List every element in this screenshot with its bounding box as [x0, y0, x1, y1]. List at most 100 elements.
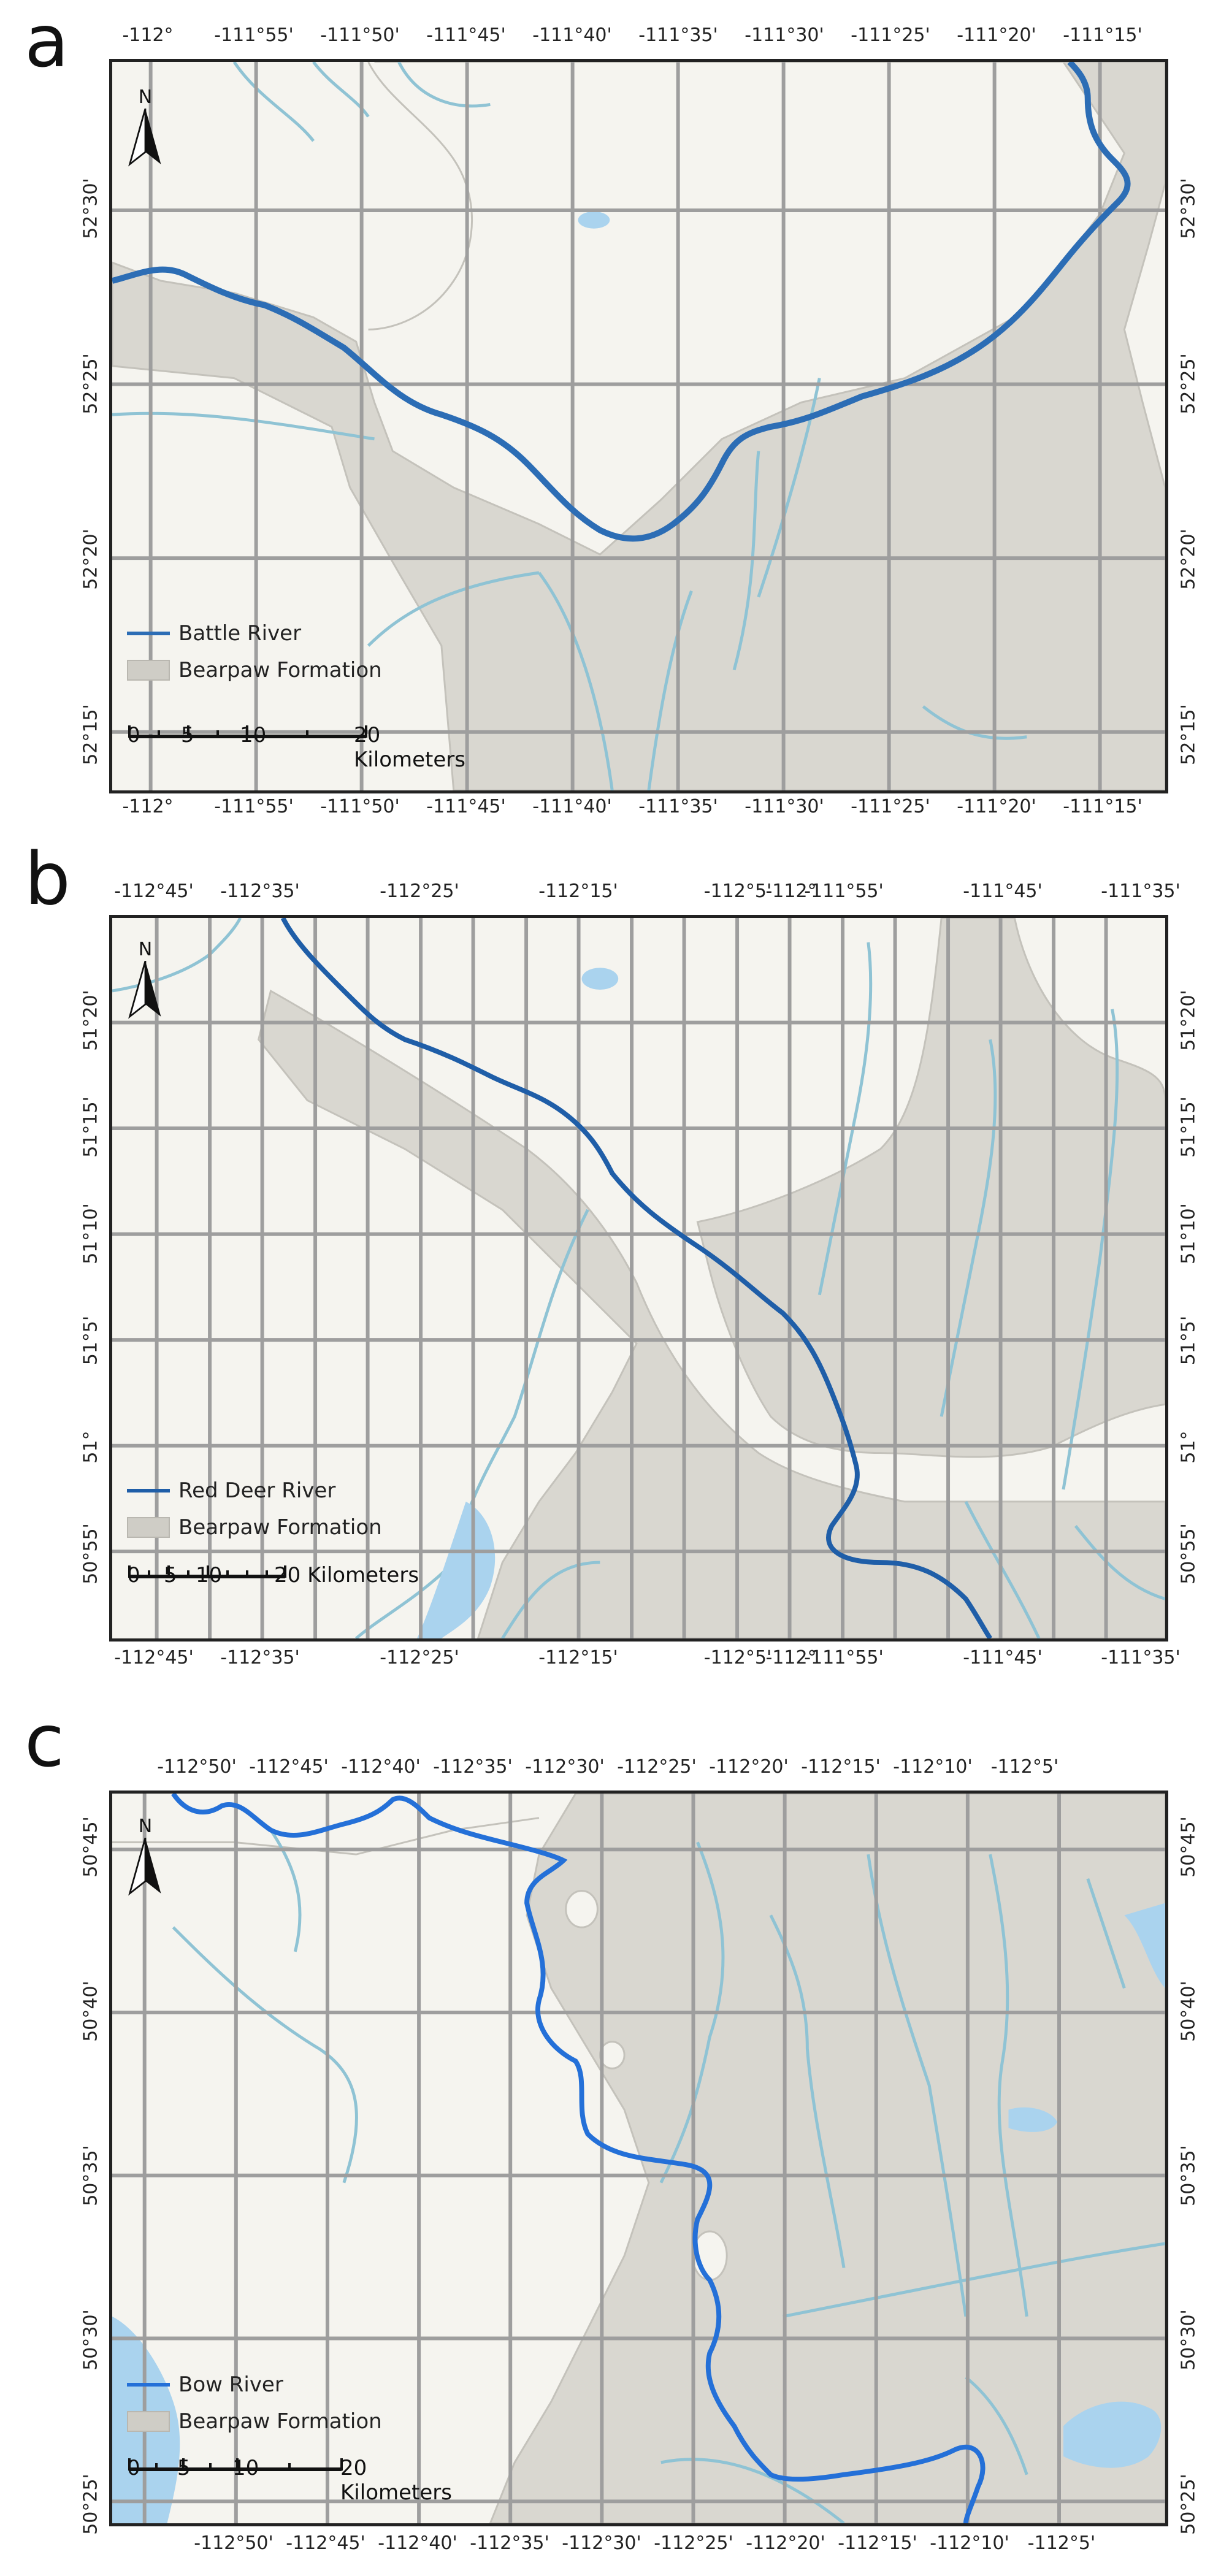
latitude-label: 52°15' [80, 704, 102, 765]
latitude-label: 50°30' [80, 2309, 102, 2371]
longitude-label: -112°50' [157, 1756, 237, 1778]
longitude-label: -111°35' [1101, 881, 1181, 902]
longitude-label: -111°45' [426, 796, 506, 817]
map-frame[interactable]: N Battle River Bearpaw Formation 0 5 10 … [109, 59, 1168, 793]
latitude-label: 50°35' [80, 2145, 102, 2206]
latitude-label: 52°15' [1177, 704, 1200, 765]
legend-river-label: Battle River [178, 621, 302, 646]
stream [989, 1854, 1028, 2317]
longitude-label: -112°40' [341, 1756, 421, 1778]
latitude-label: 51°10' [1177, 1203, 1200, 1264]
longitude-label: -112°35' [470, 2532, 549, 2554]
longitude-label: -112°20' [709, 1756, 789, 1778]
latitude-label: 52°20' [1177, 529, 1200, 590]
map-panel-a: a [0, 0, 1221, 817]
longitude-label: -111°35' [638, 25, 718, 46]
stream [647, 590, 693, 790]
stream [355, 1561, 455, 1638]
stream [757, 378, 821, 598]
map-panel-c: c [0, 1692, 1221, 2576]
longitude-label: -112°5' [1027, 2532, 1096, 2554]
longitude-label: -111°35' [638, 796, 718, 817]
longitude-label: -112°35' [220, 1647, 300, 1668]
stream [1074, 1525, 1165, 1600]
map-panel-b: b [0, 834, 1221, 1680]
lake [417, 1501, 496, 1638]
longitude-label: -111°25' [851, 25, 930, 46]
stream [817, 942, 873, 1296]
longitude-label: -111°30' [744, 25, 824, 46]
latitude-label: 50°25' [1177, 2474, 1200, 2535]
longitude-label: -111°45' [963, 881, 1043, 902]
map-frame[interactable]: N Red Deer River Bearpaw Formation 0 5 1… [109, 915, 1168, 1642]
formation-swatch [127, 1517, 170, 1538]
north-arrow-icon [128, 961, 161, 1019]
scale-bar-graphic [128, 725, 367, 738]
scale-bar-graphic [128, 2458, 343, 2471]
stream [867, 1854, 968, 2317]
longitude-label: -112°50' [194, 2532, 274, 2554]
lake [1008, 2107, 1058, 2132]
formation-gap [565, 1890, 599, 1928]
longitude-label: -112°35' [433, 1756, 513, 1778]
stream [659, 1841, 725, 2184]
north-arrow-icon [128, 109, 161, 167]
map-frame[interactable]: N Bow River Bearpaw Formation 0 5 10 20 … [109, 1791, 1168, 2526]
longitude-label: -111°50' [320, 25, 400, 46]
formation-edge-upper [367, 62, 473, 331]
longitude-label: -111°40' [532, 25, 612, 46]
longitude-label: -111°55' [214, 796, 294, 817]
lake [578, 211, 610, 229]
stream [269, 1829, 302, 1952]
north-label: N [138, 86, 153, 108]
legend-item-formation: Bearpaw Formation [127, 652, 382, 689]
longitude-label: -112°10' [930, 2532, 1009, 2554]
longitude-label: -111°40' [532, 796, 612, 817]
map-canvas [112, 1794, 1165, 2523]
red-deer-river [280, 918, 992, 1638]
legend-item-river: Bow River [127, 2366, 382, 2403]
latitude-label: 51°10' [80, 1203, 102, 1264]
battle-river [112, 62, 1131, 542]
longitude-label: -111°20' [957, 25, 1036, 46]
longitude-label: -112°45' [249, 1756, 329, 1778]
longitude-label: -112°45' [286, 2532, 366, 2554]
scale-bar: 0 5 10 20 Kilometers [127, 1563, 446, 1590]
stream [660, 2458, 845, 2523]
longitude-label: -112°35' [220, 881, 300, 902]
stream [1086, 1878, 1126, 1989]
panel-label: b [25, 836, 71, 921]
latitude-label: 50°45' [80, 1816, 102, 1878]
stream [537, 571, 614, 790]
river-swatch [127, 1489, 170, 1492]
map-canvas [112, 62, 1165, 790]
legend-item-river: Red Deer River [127, 1472, 382, 1509]
latitude-label: 50°25' [80, 2474, 102, 2535]
latitude-label: 52°30' [1177, 178, 1200, 239]
stream [501, 1561, 600, 1638]
river-swatch [127, 632, 170, 635]
longitude-label: -111°45' [963, 1647, 1043, 1668]
lake [1063, 2401, 1162, 2468]
latitude-label: 51°20' [80, 990, 102, 1051]
stream [312, 62, 370, 118]
map-legend: Battle River Bearpaw Formation [127, 615, 382, 689]
lake [1124, 1903, 1165, 1989]
legend-formation-label: Bearpaw Formation [178, 2409, 382, 2434]
north-label: N [138, 1816, 153, 1837]
latitude-label: 51°20' [1177, 990, 1200, 1051]
legend-formation-label: Bearpaw Formation [178, 1515, 382, 1540]
longitude-label: -112° [765, 881, 817, 902]
longitude-label: -111°55' [804, 881, 884, 902]
stream [172, 1926, 358, 2184]
longitude-label: -112°45' [114, 881, 194, 902]
longitude-label: -111°15' [1063, 796, 1143, 817]
legend-formation-label: Bearpaw Formation [178, 658, 382, 682]
longitude-label: -112°25' [380, 1647, 459, 1668]
panel-label: a [25, 0, 69, 83]
longitude-label: -112°10' [893, 1756, 973, 1778]
scale-bar: 0 5 10 20 Kilometers [127, 2456, 470, 2505]
stream [397, 62, 491, 108]
latitude-label: 51°15' [1177, 1096, 1200, 1158]
legend-item-formation: Bearpaw Formation [127, 2403, 382, 2440]
